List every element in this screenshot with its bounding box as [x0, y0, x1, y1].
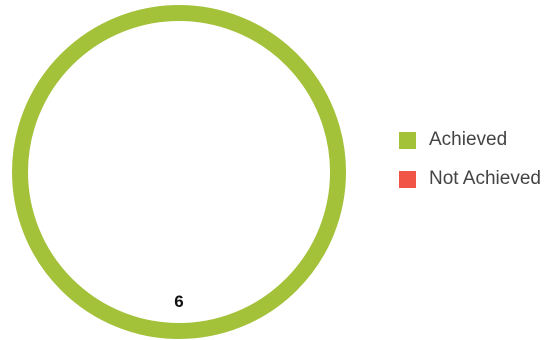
legend-item-not-achieved[interactable]: Not Achieved	[399, 165, 547, 193]
legend-item-achieved[interactable]: Achieved	[399, 126, 547, 154]
legend-swatch-achieved	[399, 131, 416, 149]
chart-legend: Achieved Not Achieved	[399, 126, 547, 204]
donut-slice-achieved[interactable]	[12, 5, 346, 339]
legend-label-not-achieved: Not Achieved	[429, 168, 541, 189]
data-label-achieved: 6	[174, 292, 183, 311]
legend-label-achieved: Achieved	[429, 129, 508, 150]
legend-swatch-not-achieved	[399, 170, 416, 188]
